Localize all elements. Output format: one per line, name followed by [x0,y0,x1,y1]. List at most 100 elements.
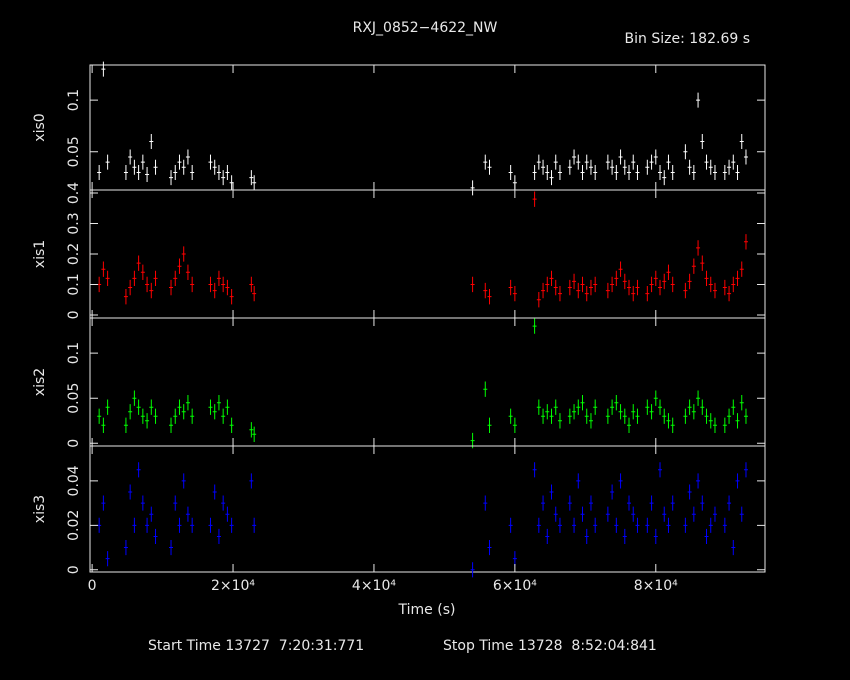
data-point [173,408,178,424]
data-point [145,167,150,183]
data-point [153,408,158,424]
data-point [487,417,492,433]
data-point [101,261,106,277]
data-point [149,133,154,149]
data-point [487,539,492,556]
data-point [704,154,709,170]
data-point [708,413,713,429]
data-point [225,164,230,180]
data-point [145,276,150,293]
data-point [190,408,195,424]
data-point [225,506,230,522]
data-point [145,517,150,533]
data-point [739,261,744,277]
data-point [249,170,254,186]
data-point [593,517,598,533]
data-point [541,408,546,424]
data-point [249,276,254,293]
data-point [614,270,619,287]
x-tick-label: 4×10⁴ [352,578,396,594]
data-point [229,517,234,533]
y-tick-label: 0.05 [66,136,82,167]
data-point [618,149,623,165]
data-point [618,404,623,420]
data-point [541,495,546,511]
data-point [483,495,488,511]
y-tick-label: 0.3 [66,212,82,234]
data-point [588,159,593,175]
data-point [610,276,615,293]
data-point [739,133,744,149]
data-point [567,279,572,296]
data-point [173,164,178,180]
data-point [173,270,178,287]
data-point [185,149,190,165]
data-point [649,154,654,170]
data-point [249,473,254,489]
data-point [700,255,705,271]
data-point [185,264,190,280]
start-time: Start Time 13727 7:20:31:771 [148,638,364,654]
data-point [645,159,650,175]
data-point [105,154,110,170]
data-point [567,495,572,511]
panel-label: xis0 [32,113,48,141]
data-point [221,495,226,511]
data-point [743,234,748,250]
data-point [149,506,154,522]
data-point [123,288,128,305]
data-point [221,408,226,424]
data-point [627,164,632,180]
data-point [190,276,195,293]
data-point [532,318,537,334]
data-point [512,417,517,433]
data-point [622,159,627,175]
data-point [649,404,654,420]
data-point [105,270,110,287]
data-point [605,408,610,424]
data-point [553,399,558,415]
data-point [190,164,195,180]
data-point [727,495,732,511]
data-point [470,276,475,293]
data-point [545,528,550,545]
data-point [670,417,675,433]
data-point [487,159,492,175]
data-point [645,399,650,415]
data-point [221,170,226,186]
data-point [622,528,627,545]
data-point [123,417,128,433]
data-point [683,408,688,424]
data-point [700,399,705,415]
data-point [635,517,640,533]
data-point [177,154,182,170]
data-point [483,282,488,299]
data-point [712,282,717,299]
data-point [97,164,102,180]
data-point [700,133,705,149]
data-point [567,408,572,424]
data-point [532,191,537,207]
panel-label: xis2 [32,368,48,396]
y-tick-label: 0 [66,565,82,574]
data-point [666,517,671,533]
data-point [683,144,688,160]
data-point [635,164,640,180]
data-point [631,285,636,302]
data-point [483,154,488,170]
data-point [739,395,744,411]
data-point [614,164,619,180]
x-tick-label: 0 [88,578,97,594]
data-point [97,408,102,424]
data-point [635,279,640,296]
data-point [132,159,137,175]
y-tick-label: 0 [66,310,82,319]
data-point [553,279,558,296]
data-point [508,164,513,180]
data-point [605,154,610,170]
data-point [691,404,696,420]
data-point [252,285,257,302]
data-point [687,159,692,175]
data-point [169,170,174,186]
data-point [181,159,186,175]
